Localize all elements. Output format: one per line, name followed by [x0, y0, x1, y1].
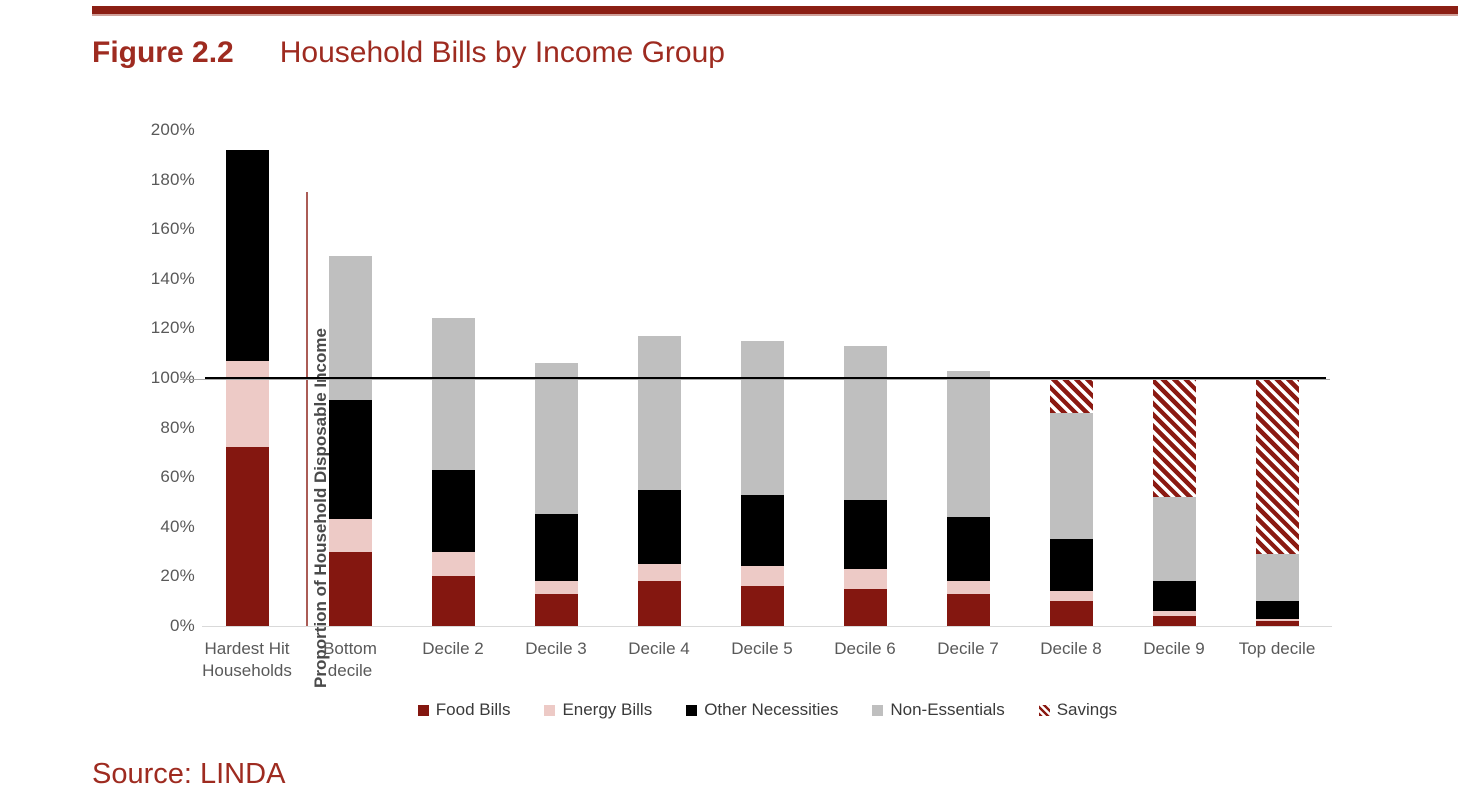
bar-segment-energy-bills-cat7 — [946, 581, 990, 594]
y-tick-label: 200% — [150, 120, 195, 139]
bar-segment-energy-bills-cat3 — [534, 581, 578, 594]
bar-segment-food-bills-cat5 — [740, 586, 784, 626]
y-tick-label: 0% — [170, 616, 195, 635]
bar-segment-non-essentials-cat9 — [1152, 497, 1196, 582]
figure-number: Figure 2.2 — [92, 36, 234, 69]
header-rule — [92, 6, 1458, 16]
y-tick-label: 100% — [150, 368, 195, 387]
bar-segment-non-essentials-cat10 — [1255, 554, 1299, 602]
y-tick-label: 20% — [160, 566, 195, 586]
legend-item: Food Bills — [417, 700, 511, 720]
bar-segment-energy-bills-cat6 — [843, 568, 887, 589]
x-category-label: Decile 2 — [422, 639, 484, 658]
x-category-label: Hardest Hit Households — [202, 639, 292, 680]
bar-segment-non-essentials-cat5 — [740, 340, 784, 495]
legend-label: Savings — [1056, 700, 1118, 719]
bar-segment-other-necessities-cat2 — [431, 469, 475, 552]
bar-segment-other-necessities-cat6 — [843, 499, 887, 569]
x-category-label: Decile 6 — [834, 639, 896, 658]
bar-segment-energy-bills-cat10 — [1255, 618, 1299, 622]
bar-segment-other-necessities-cat10 — [1255, 601, 1299, 619]
x-category-label: Decile 4 — [628, 639, 690, 658]
x-category-label: Decile 3 — [525, 639, 587, 658]
bar-segment-food-bills-cat4 — [637, 581, 681, 626]
bar-segment-other-necessities-cat9 — [1152, 581, 1196, 612]
y-tick-label: 80% — [160, 417, 195, 437]
chart-plot-area: Proportion of Household Disposable Incom… — [151, 120, 1332, 688]
y-tick-label: 160% — [150, 219, 195, 239]
legend-label: Other Necessities — [704, 700, 839, 719]
reference-line-100pct — [205, 377, 1326, 379]
bar-segment-non-essentials-cat4 — [637, 335, 681, 490]
bar-segment-other-necessities-cat8 — [1049, 539, 1093, 592]
x-category-label: Bottom decile — [323, 639, 377, 680]
bar-segment-energy-bills-cat9 — [1152, 611, 1196, 617]
legend-swatch-icon — [1038, 704, 1050, 716]
legend-item: Savings — [1038, 700, 1118, 720]
bar-segment-non-essentials-cat3 — [534, 363, 578, 515]
bar-segment-food-bills-cat7 — [946, 593, 990, 626]
bar-segment-other-necessities-cat3 — [534, 514, 578, 582]
legend-item: Energy Bills — [544, 700, 652, 720]
figure-caption: Household Bills by Income Group — [279, 36, 725, 69]
x-category-label: Decile 5 — [731, 639, 793, 658]
chart-legend: Food Bills Energy Bills Other Necessities N… — [205, 700, 1330, 720]
bar-segment-energy-bills-cat8 — [1049, 591, 1093, 602]
bar-segment-food-bills-cat0 — [225, 447, 269, 626]
bar-segment-food-bills-cat3 — [534, 593, 578, 626]
legend-label: Energy Bills — [562, 700, 653, 719]
bar-segment-other-necessities-cat1 — [328, 400, 372, 520]
bar-segment-other-necessities-cat7 — [946, 516, 990, 582]
bar-segment-food-bills-cat8 — [1049, 601, 1093, 626]
bar-segment-energy-bills-cat4 — [637, 564, 681, 582]
bar-segment-food-bills-cat10 — [1255, 621, 1299, 626]
legend-label: Non-Essentials — [890, 700, 1005, 719]
vertical-divider-line — [306, 192, 308, 626]
bar-segment-energy-bills-cat5 — [740, 566, 784, 587]
bar-segment-non-essentials-cat1 — [328, 256, 372, 401]
y-tick-label: 140% — [150, 268, 195, 288]
bar-segment-food-bills-cat1 — [328, 551, 372, 626]
source-note: Source: LINDA — [92, 758, 286, 790]
y-tick-label: 120% — [150, 318, 195, 338]
bar-segment-non-essentials-cat2 — [431, 318, 475, 470]
bar-segment-food-bills-cat9 — [1152, 616, 1196, 626]
bar-segment-other-necessities-cat0 — [225, 149, 269, 361]
bar-segment-other-necessities-cat4 — [637, 489, 681, 564]
bar-segment-savings-cat10 — [1255, 378, 1299, 555]
bar-segment-energy-bills-cat0 — [225, 360, 269, 448]
legend-label: Food Bills — [435, 700, 511, 719]
y-tick-label: 180% — [150, 169, 195, 189]
legend-swatch-icon — [417, 704, 429, 716]
bar-segment-non-essentials-cat8 — [1049, 412, 1093, 540]
legend-item: Non-Essentials — [872, 700, 1005, 720]
x-category-label: Decile 9 — [1143, 639, 1205, 658]
figure-title: Figure 2.2 Household Bills by Income Grou… — [92, 36, 725, 70]
bar-segment-food-bills-cat6 — [843, 588, 887, 626]
y-tick-label: 60% — [160, 467, 195, 487]
bar-segment-non-essentials-cat6 — [843, 345, 887, 500]
legend-swatch-icon — [686, 704, 698, 716]
legend-swatch-icon — [872, 704, 884, 716]
bar-segment-energy-bills-cat2 — [431, 551, 475, 577]
x-category-label: Top decile — [1238, 639, 1316, 658]
legend-item: Other Necessities — [686, 700, 838, 720]
y-tick-label: 40% — [160, 516, 195, 536]
reference-line-shadow — [180, 379, 1330, 380]
bar-segment-savings-cat9 — [1152, 378, 1196, 498]
bar-segment-savings-cat8 — [1049, 378, 1093, 413]
x-axis-line — [202, 626, 1332, 627]
bar-segment-other-necessities-cat5 — [740, 494, 784, 567]
x-category-label: Decile 8 — [1040, 639, 1102, 658]
x-category-label: Decile 7 — [937, 639, 999, 658]
bar-segment-energy-bills-cat1 — [328, 519, 372, 552]
legend-swatch-icon — [544, 704, 556, 716]
bar-segment-food-bills-cat2 — [431, 576, 475, 626]
bar-segment-non-essentials-cat7 — [946, 370, 990, 517]
